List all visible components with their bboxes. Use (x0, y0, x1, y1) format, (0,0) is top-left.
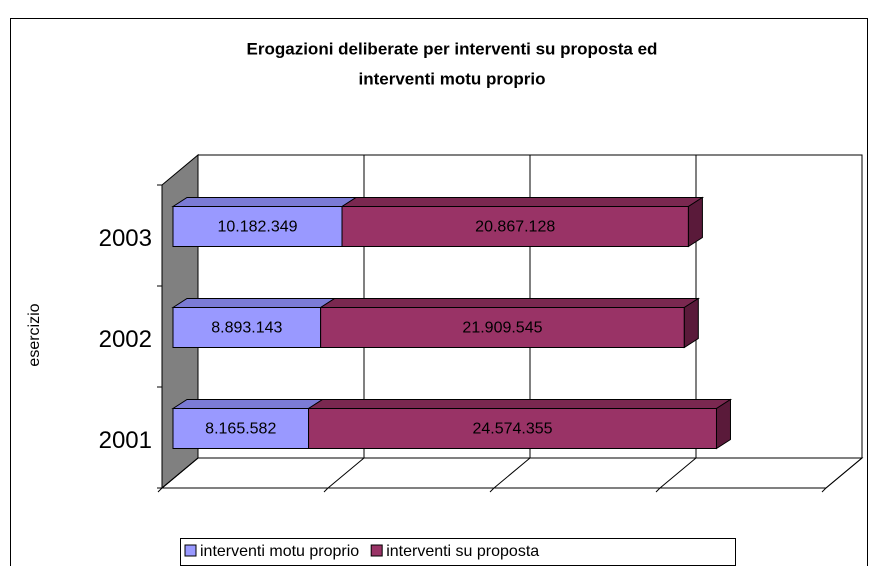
chart-title: interventi motu proprio (359, 69, 546, 88)
legend-label: interventi motu proprio (200, 543, 359, 560)
x-tick-mark (655, 487, 661, 493)
bar-side (687, 196, 703, 248)
y-tick-label: 2003 (99, 225, 152, 252)
bar-top (340, 197, 705, 207)
bar-top (306, 399, 733, 409)
bar (308, 408, 717, 449)
bar-top (171, 399, 325, 409)
bar-top (318, 298, 701, 308)
bar (172, 408, 310, 449)
floor-grid-line (493, 457, 531, 489)
bar-side (715, 398, 731, 450)
bar (341, 206, 689, 247)
bar (172, 206, 343, 247)
data-label: 21.909.545 (462, 320, 542, 337)
x-tick-mark (821, 487, 827, 493)
x-tick-mark (489, 487, 495, 493)
bar-top (171, 197, 358, 207)
x-tick-mark (157, 487, 163, 493)
floor-grid-line (161, 457, 199, 489)
chart-title: Erogazioni deliberate per interventi su … (247, 39, 658, 58)
y-tick-label: 2001 (99, 427, 152, 454)
data-label: 10.182.349 (217, 219, 297, 236)
data-label: 20.867.128 (475, 219, 555, 236)
x-tick-mark (323, 487, 329, 493)
data-label: 8.893.143 (211, 320, 282, 337)
floor-grid-line (825, 457, 863, 489)
bar-top (171, 298, 337, 308)
legend-swatch (184, 544, 197, 557)
bar-side (683, 297, 699, 349)
data-label: 24.574.355 (472, 421, 552, 438)
y-axis-label: esercizio (26, 303, 43, 366)
legend-label: interventi su proposta (386, 543, 539, 560)
floor-grid-line (327, 457, 365, 489)
floor-grid-line (659, 457, 697, 489)
data-label: 8.165.582 (205, 421, 276, 438)
legend-swatch (370, 544, 383, 557)
y-tick-label: 2002 (99, 326, 152, 353)
chart-frame (10, 18, 868, 566)
